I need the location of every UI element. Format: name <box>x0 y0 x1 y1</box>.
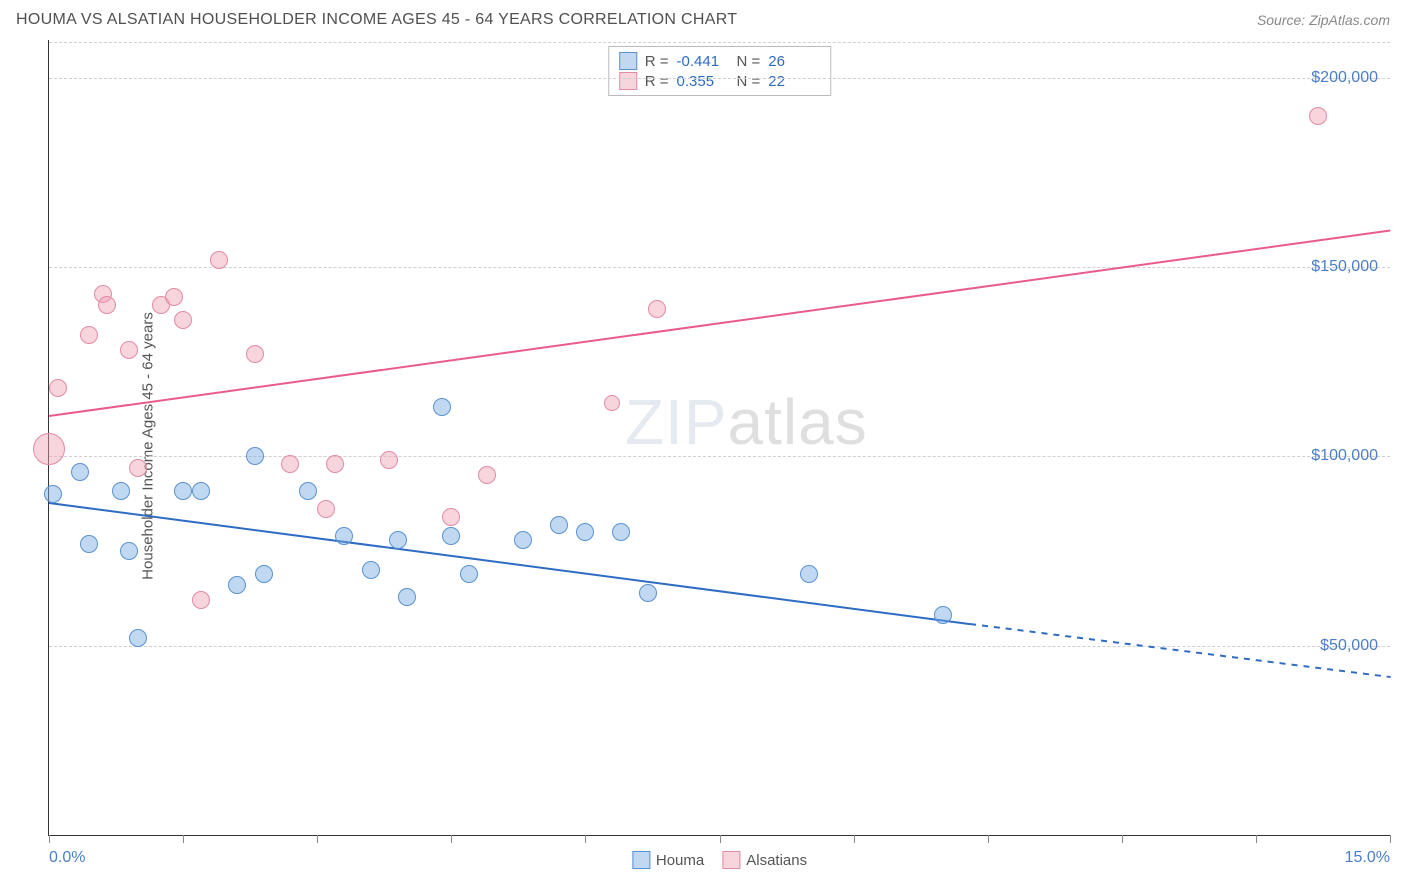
series-legend: Houma Alsatians <box>632 851 807 869</box>
data-point-alsatians <box>80 326 98 344</box>
n-value-alsatians: 22 <box>768 73 820 90</box>
data-point-alsatians <box>129 459 147 477</box>
data-point-houma <box>246 447 264 465</box>
r-value-houma: -0.441 <box>677 53 729 70</box>
data-point-alsatians <box>478 466 496 484</box>
data-point-houma <box>800 565 818 583</box>
data-point-alsatians <box>326 455 344 473</box>
n-label: N = <box>737 73 761 90</box>
swatch-alsatians-icon <box>722 851 740 869</box>
data-point-alsatians <box>165 288 183 306</box>
data-point-houma <box>612 523 630 541</box>
data-point-alsatians <box>174 311 192 329</box>
swatch-houma <box>619 52 637 70</box>
data-point-houma <box>120 542 138 560</box>
source-attribution: Source: ZipAtlas.com <box>1257 12 1390 28</box>
x-tick <box>1122 835 1123 843</box>
data-point-alsatians <box>49 379 67 397</box>
n-value-houma: 26 <box>768 53 820 70</box>
legend-item-houma: Houma <box>632 851 704 869</box>
data-point-alsatians <box>33 433 65 465</box>
watermark-atlas: atlas <box>728 386 868 458</box>
data-point-houma <box>398 588 416 606</box>
trend-line-alsatians <box>49 229 1390 416</box>
legend-label-houma: Houma <box>656 852 704 869</box>
data-point-houma <box>174 482 192 500</box>
data-point-houma <box>335 527 353 545</box>
x-tick <box>1390 835 1391 843</box>
legend-item-alsatians: Alsatians <box>722 851 807 869</box>
data-point-houma <box>129 629 147 647</box>
trend-line-houma <box>49 502 970 625</box>
data-point-houma <box>112 482 130 500</box>
data-point-houma <box>362 561 380 579</box>
x-tick <box>585 835 586 843</box>
r-value-alsatians: 0.355 <box>677 73 729 90</box>
data-point-alsatians <box>246 345 264 363</box>
chart-plot-area: ZIPatlas R = -0.441 N = 26 R = 0.355 N =… <box>48 40 1390 836</box>
data-point-alsatians <box>1309 107 1327 125</box>
data-point-houma <box>550 516 568 534</box>
data-point-alsatians <box>380 451 398 469</box>
x-tick <box>1256 835 1257 843</box>
legend-row-alsatians: R = 0.355 N = 22 <box>619 71 821 91</box>
x-tick <box>183 835 184 843</box>
legend-label-alsatians: Alsatians <box>746 852 807 869</box>
data-point-houma <box>299 482 317 500</box>
y-gridline <box>49 78 1390 79</box>
data-point-houma <box>514 531 532 549</box>
data-point-alsatians <box>317 500 335 518</box>
data-point-houma <box>228 576 246 594</box>
x-tick <box>49 835 50 843</box>
data-point-alsatians <box>120 341 138 359</box>
y-tick-label: $50,000 <box>1320 637 1378 655</box>
r-label: R = <box>645 73 669 90</box>
r-label: R = <box>645 53 669 70</box>
data-point-houma <box>576 523 594 541</box>
data-point-houma <box>433 398 451 416</box>
data-point-houma <box>71 463 89 481</box>
legend-row-houma: R = -0.441 N = 26 <box>619 51 821 71</box>
data-point-alsatians <box>648 300 666 318</box>
chart-title: HOUMA VS ALSATIAN HOUSEHOLDER INCOME AGE… <box>16 11 737 29</box>
data-point-alsatians <box>281 455 299 473</box>
x-tick <box>451 835 452 843</box>
chart-header: HOUMA VS ALSATIAN HOUSEHOLDER INCOME AGE… <box>0 0 1406 40</box>
watermark: ZIPatlas <box>625 385 868 459</box>
y-tick-label: $200,000 <box>1311 69 1378 87</box>
y-gridline <box>49 646 1390 647</box>
data-point-houma <box>389 531 407 549</box>
watermark-zip: ZIP <box>625 386 728 458</box>
data-point-houma <box>192 482 210 500</box>
data-point-alsatians <box>98 296 116 314</box>
y-tick-label: $100,000 <box>1311 447 1378 465</box>
data-point-alsatians <box>192 591 210 609</box>
swatch-alsatians <box>619 72 637 90</box>
y-tick-label: $150,000 <box>1311 258 1378 276</box>
y-gridline <box>49 42 1390 43</box>
data-point-alsatians <box>210 251 228 269</box>
x-tick <box>988 835 989 843</box>
x-axis-max-label: 15.0% <box>1345 849 1390 867</box>
x-tick <box>720 835 721 843</box>
x-tick <box>317 835 318 843</box>
data-point-houma <box>442 527 460 545</box>
correlation-legend: R = -0.441 N = 26 R = 0.355 N = 22 <box>608 46 832 96</box>
data-point-houma <box>460 565 478 583</box>
data-point-houma <box>934 606 952 624</box>
x-tick <box>854 835 855 843</box>
x-axis-min-label: 0.0% <box>49 849 85 867</box>
data-point-alsatians <box>604 395 620 411</box>
data-point-houma <box>44 485 62 503</box>
n-label: N = <box>737 53 761 70</box>
data-point-houma <box>80 535 98 553</box>
data-point-houma <box>255 565 273 583</box>
data-point-houma <box>639 584 657 602</box>
data-point-alsatians <box>442 508 460 526</box>
y-gridline <box>49 267 1390 268</box>
swatch-houma-icon <box>632 851 650 869</box>
